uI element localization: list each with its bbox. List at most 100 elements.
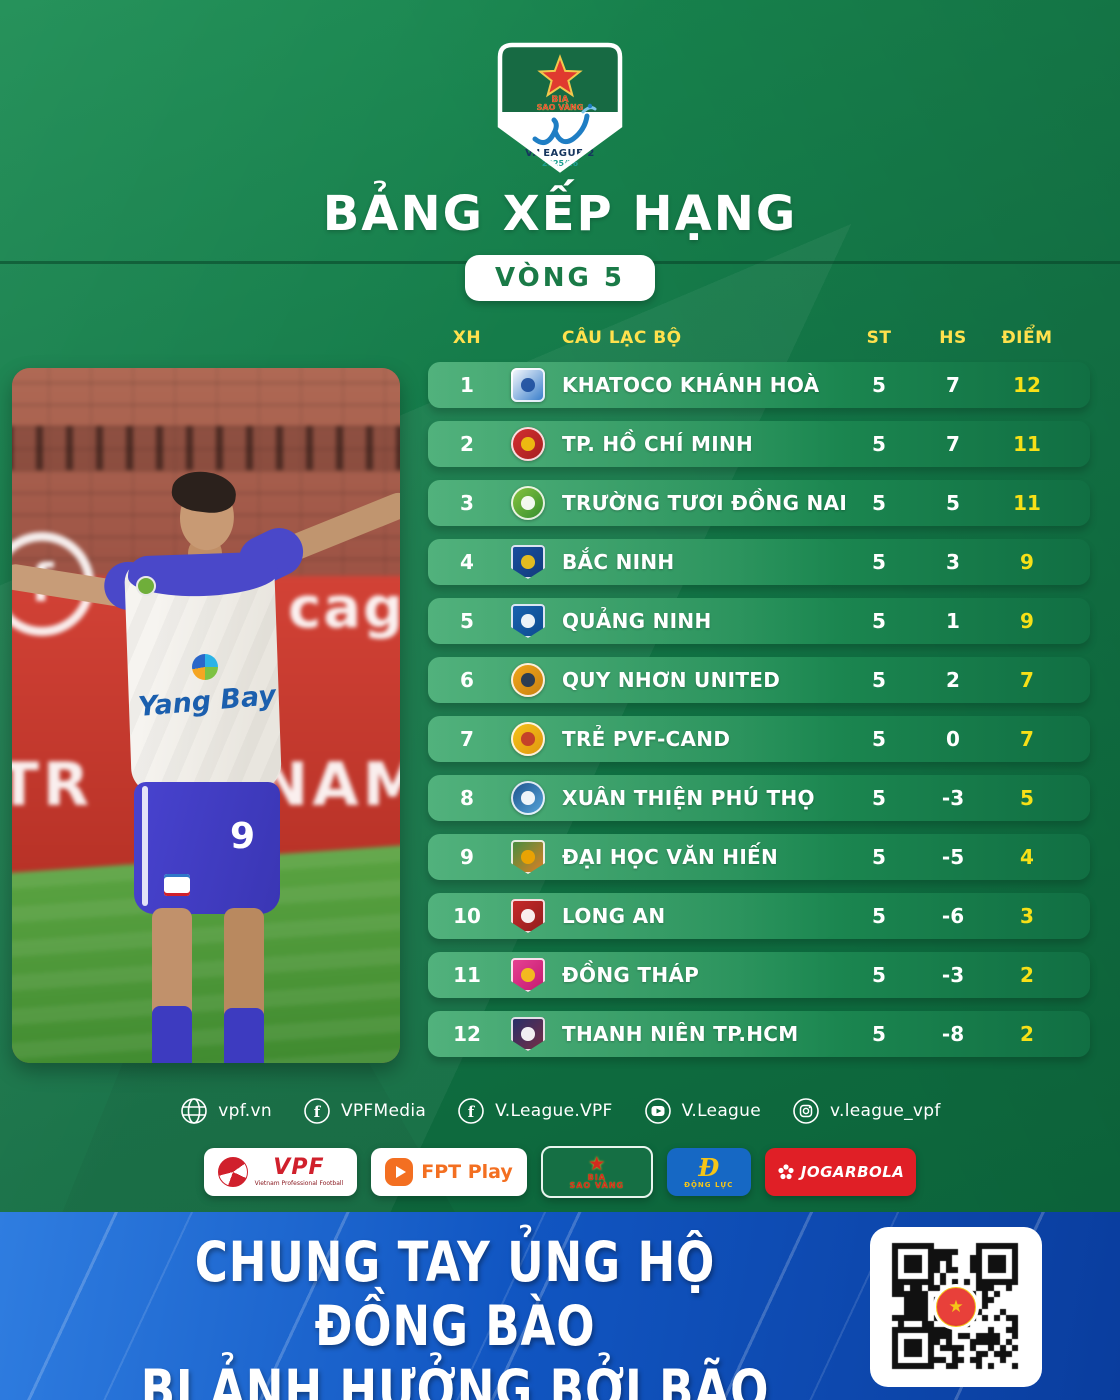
points-cell: 5: [1020, 786, 1034, 810]
club-logo: [511, 368, 545, 402]
saovang-line2: SAO VÀNG: [569, 1180, 625, 1190]
player-shorts: 9: [134, 782, 280, 914]
points-cell: 9: [1020, 609, 1034, 633]
column-header-rank: XH: [452, 328, 482, 348]
table-row: 11 ĐỒNG THÁP 5 -3 2: [428, 952, 1090, 998]
club-name-cell: QUẢNG NINH: [562, 609, 712, 633]
matches-cell: 5: [872, 373, 886, 397]
social-facebook-1-label: VPFMedia: [340, 1101, 427, 1121]
globe-icon: [181, 1098, 208, 1124]
sponsor-vpf[interactable]: VPF Vietnam Professional Football: [203, 1148, 358, 1196]
social-facebook-2[interactable]: f V.League.VPF: [456, 1096, 613, 1126]
points-cell: 7: [1020, 727, 1034, 751]
club-name-cell: TP. HỒ CHÍ MINH: [562, 432, 754, 456]
club-name-cell: KHATOCO KHÁNH HOÀ: [562, 373, 820, 397]
ad-fragment-bottom-right: NAM: [258, 750, 400, 820]
points-cell: 11: [1013, 432, 1041, 456]
dongluc-monogram: Đ: [698, 1152, 720, 1182]
player-figure: Yang Bay 9: [12, 368, 400, 1063]
badge-brand-top: BIA: [551, 95, 568, 105]
points-cell: 12: [1013, 373, 1041, 397]
club-name-cell: XUÂN THIỆN PHÚ THỌ: [562, 786, 815, 810]
social-facebook-1[interactable]: f VPFMedia: [302, 1096, 426, 1126]
rank-cell: 3: [460, 491, 474, 515]
points-cell: 3: [1020, 904, 1034, 928]
club-name-cell: THANH NIÊN TP.HCM: [562, 1022, 799, 1046]
social-instagram[interactable]: v.league_vpf: [791, 1096, 941, 1126]
ad-fragment-right: cag: [288, 576, 400, 641]
club-logo: [511, 781, 545, 815]
vpf-name: VPF: [273, 1155, 325, 1180]
rank-cell: 6: [460, 668, 474, 692]
play-icon: [385, 1158, 414, 1186]
round-badge: VÒNG 5: [464, 255, 656, 301]
club-name-cell: ĐẠI HỌC VĂN HIẾN: [562, 845, 779, 869]
points-cell: 4: [1020, 845, 1034, 869]
club-logo: [511, 427, 545, 461]
rank-cell: 1: [460, 373, 474, 397]
page-title: BẢNG XẾP HẠNG: [322, 186, 798, 242]
club-logo: [511, 1017, 545, 1051]
club-logo: [511, 486, 545, 520]
social-facebook-2-label: V.League.VPF: [495, 1101, 613, 1121]
table-row: 3 TRƯỜNG TƯƠI ĐỒNG NAI 5 5 11: [428, 480, 1090, 526]
rank-cell: 11: [453, 963, 481, 987]
table-row: 2 TP. HỒ CHÍ MINH 5 7 11: [428, 421, 1090, 467]
matches-cell: 5: [872, 491, 886, 515]
sponsor-jogarbola[interactable]: JOGARBOLA: [764, 1148, 917, 1196]
table-row: 12 THANH NIÊN TP.HCM 5 -8 2: [428, 1011, 1090, 1057]
goal-diff-cell: -6: [941, 904, 965, 928]
points-cell: 2: [1020, 963, 1034, 987]
rank-cell: 9: [460, 845, 474, 869]
dongluc-name: ĐỘNG LỰC: [684, 1180, 734, 1189]
player-photo: f cag TR NAM Yang Bay 9: [12, 368, 400, 1063]
club-name-cell: ĐỒNG THÁP: [562, 963, 700, 987]
sponsor-row: VPF Vietnam Professional Football FPT Pl…: [0, 1146, 1120, 1198]
vpf-tagline: Vietnam Professional Football: [254, 1180, 344, 1187]
table-row: 4 BẮC NINH 5 3 9: [428, 539, 1090, 585]
rank-cell: 12: [453, 1022, 481, 1046]
vpf-ball-icon: [217, 1157, 248, 1187]
matches-cell: 5: [872, 1022, 886, 1046]
youtube-icon: [644, 1098, 671, 1124]
club-logo: [511, 722, 545, 756]
social-website[interactable]: vpf.vn: [179, 1096, 272, 1126]
rank-cell: 8: [460, 786, 474, 810]
sponsor-bia-sao-vang[interactable]: ★ BIA SAO VÀNG: [540, 1146, 653, 1198]
club-name-cell: LONG AN: [562, 904, 666, 928]
goal-diff-cell: 1: [946, 609, 960, 633]
matches-cell: 5: [872, 727, 886, 751]
column-header-goal-diff: HS: [939, 328, 967, 348]
facebook-icon: f: [304, 1098, 330, 1124]
round-label: VÒNG 5: [494, 263, 626, 293]
rank-cell: 5: [460, 609, 474, 633]
star-icon: ★: [588, 1152, 606, 1175]
donation-qr-card[interactable]: [870, 1227, 1042, 1387]
matches-cell: 5: [872, 432, 886, 456]
club-logo: [511, 840, 545, 874]
badge-star-icon: [537, 54, 583, 98]
ad-fragment-bottom-left: TR: [12, 750, 94, 820]
social-youtube[interactable]: V.League: [643, 1096, 761, 1126]
club-logo: [511, 958, 545, 992]
badge-swoosh-icon: [532, 113, 590, 146]
rank-cell: 4: [460, 550, 474, 574]
social-youtube-label: V.League: [681, 1101, 761, 1121]
svg-text:f: f: [468, 1103, 476, 1121]
sponsor-fpt-play[interactable]: FPT Play: [371, 1148, 527, 1196]
club-name-cell: TRẺ PVF-CAND: [562, 727, 731, 751]
table-row: 6 QUY NHƠN UNITED 5 2 7: [428, 657, 1090, 703]
rank-cell: 2: [460, 432, 474, 456]
points-cell: 2: [1020, 1022, 1034, 1046]
table-row: 1 KHATOCO KHÁNH HOÀ 5 7 12: [428, 362, 1090, 408]
matches-cell: 5: [872, 609, 886, 633]
rank-cell: 10: [453, 904, 481, 928]
facebook-icon: f: [458, 1098, 484, 1124]
club-name-cell: TRƯỜNG TƯƠI ĐỒNG NAI: [562, 491, 848, 515]
saovang-line1: BIA: [587, 1172, 606, 1182]
jogarbola-name: JOGARBOLA: [800, 1163, 905, 1181]
social-links: vpf.vn f VPFMedia f V.League.VPF V.Leagu…: [0, 1096, 1120, 1126]
points-cell: 7: [1020, 668, 1034, 692]
flower-icon: [778, 1164, 794, 1180]
sponsor-dong-luc[interactable]: Đ ĐỘNG LỰC: [666, 1148, 751, 1196]
